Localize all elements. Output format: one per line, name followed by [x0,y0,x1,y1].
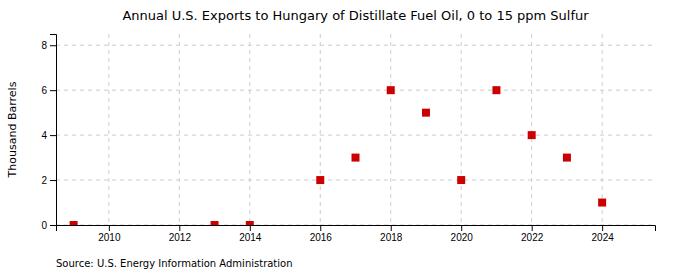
grid-line [249,34,250,225]
axis-line [50,35,57,226]
grid-line [56,180,655,181]
tick-mark [320,225,321,231]
plot: 2010 2012 2014 2016 2018 2020 2022 2024 0 2 4 6 8 [41,34,655,243]
tick-mark [391,225,392,231]
tick-label: 6 [41,85,47,96]
tick-label: 4 [41,130,47,141]
tick: 2016 [310,225,333,243]
tick-label: 2012 [169,232,192,243]
tick: 4 [41,130,56,141]
grid-line [602,34,603,225]
point [211,221,219,225]
point [316,176,324,184]
axis-line [57,226,656,232]
tick: 2018 [380,225,403,243]
tick-label: 2016 [310,232,333,243]
source-note: Source: U.S. Energy Information Administ… [56,258,293,269]
y-axis: 0 2 4 6 8 [41,35,56,231]
tick-mark [50,225,56,226]
point [387,86,395,94]
tick: 2020 [451,225,474,243]
tick: 6 [41,85,56,96]
x-axis: 2010 2012 2014 2016 2018 2020 2022 2024 [57,225,656,243]
grid-line [108,34,109,225]
point [563,154,571,162]
tick-label: 0 [41,220,47,231]
point [528,131,536,139]
tick-label: 8 [41,40,47,51]
tick: 2022 [521,225,544,243]
tick: 8 [41,40,56,51]
tick-mark [602,225,603,231]
tick-label: 2 [41,175,47,186]
title: Annual U.S. Exports to Hungary of Distil… [122,8,589,23]
tick-mark [50,90,56,91]
grid [56,34,655,225]
tick-label: 2010 [98,232,121,243]
grid-line [56,135,655,136]
grid-line [320,34,321,225]
tick-label: 2014 [239,232,262,243]
tick: 2 [41,175,56,186]
tick: 0 [41,220,56,231]
grid-line [390,34,391,225]
tick-mark [179,225,180,231]
tick: 2014 [239,225,262,243]
tick-mark [109,225,110,231]
tick: 2024 [592,225,615,243]
grid-line [179,34,180,225]
point [492,86,500,94]
tick-mark [50,135,56,136]
grid-line [461,34,462,225]
y-axis-title: Thousand Barrels [6,81,19,178]
tick-label: 2018 [380,232,403,243]
tick-mark [532,225,533,231]
point [422,109,430,117]
grid-line [56,45,655,46]
tick-mark [461,225,462,231]
tick-mark [250,225,251,231]
point [70,221,78,225]
tick-label: 2022 [521,232,544,243]
grid-line [531,34,532,225]
tick-mark [50,45,56,46]
tick: 2012 [169,225,192,243]
tick-label: 2024 [592,232,615,243]
chart: 2010 2012 2014 2016 2018 2020 2022 2024 0 2 4 6 8 Ann… [0,0,675,275]
tick-mark [50,180,56,181]
grid-line [56,90,655,91]
points [70,86,607,225]
point [457,176,465,184]
point [246,221,254,225]
point [598,199,606,207]
tick: 2010 [98,225,121,243]
point [352,154,360,162]
tick-label: 2020 [451,232,474,243]
